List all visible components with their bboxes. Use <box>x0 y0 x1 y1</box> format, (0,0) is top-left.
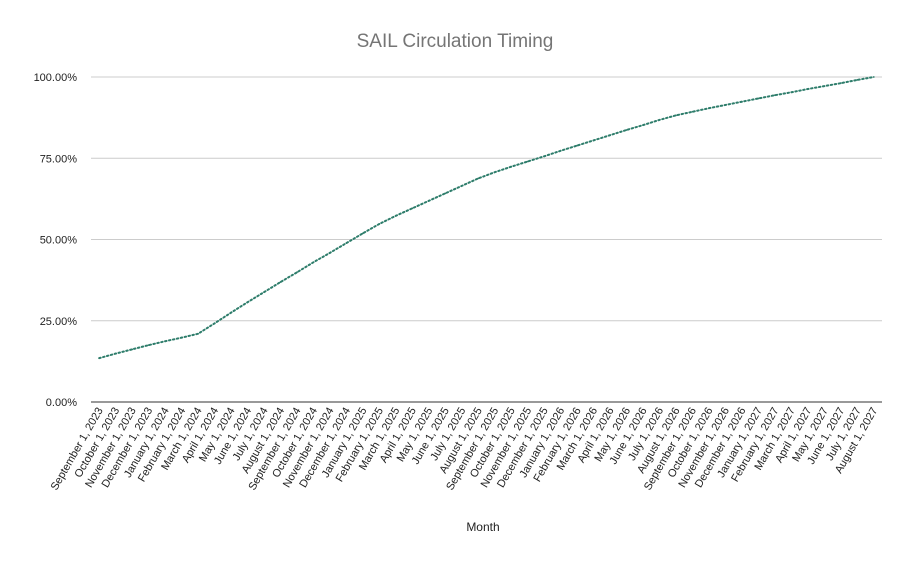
y-tick-label: 25.00% <box>40 316 78 328</box>
y-tick-label: 50.00% <box>40 235 78 247</box>
data-point <box>576 144 579 147</box>
data-point <box>427 199 430 202</box>
data-point <box>526 160 529 163</box>
data-point <box>246 301 249 304</box>
data-point <box>362 232 364 235</box>
data-point <box>279 281 282 283</box>
data-point <box>790 91 793 94</box>
data-point <box>724 104 727 106</box>
data-point <box>741 100 743 103</box>
data-point <box>691 110 694 113</box>
data-point <box>642 124 644 126</box>
data-point <box>312 261 315 264</box>
data-point <box>543 155 546 158</box>
data-point <box>510 165 513 168</box>
data-point <box>773 94 776 97</box>
data-point <box>856 79 859 81</box>
data-point <box>230 311 232 314</box>
data-point <box>460 184 463 187</box>
data-point <box>625 129 628 131</box>
data-point <box>213 322 216 325</box>
data-point <box>131 348 134 351</box>
data-point <box>658 119 661 121</box>
y-tick-label: 75.00% <box>40 153 78 165</box>
data-point <box>296 271 298 274</box>
data-point <box>180 336 183 339</box>
data-point <box>411 207 414 210</box>
y-tick-label: 100.00% <box>34 72 78 84</box>
data-point <box>823 85 826 87</box>
data-point <box>345 242 348 244</box>
series-line <box>98 76 875 360</box>
data-point <box>147 344 150 347</box>
gridlines <box>91 76 882 403</box>
data-point <box>609 134 611 137</box>
data-point <box>329 251 331 254</box>
data-point <box>98 357 101 360</box>
data-point <box>197 332 200 335</box>
data-point <box>872 76 875 78</box>
data-point <box>806 88 809 90</box>
y-axis-tick-labels: 0.00% 25.00% 50.00% 75.00% 100.00% <box>34 72 78 409</box>
chart-title: SAIL Circulation Timing <box>357 31 554 52</box>
data-point <box>263 291 265 294</box>
data-point <box>114 352 117 355</box>
data-point <box>757 97 760 100</box>
data-point <box>559 149 562 152</box>
data-point <box>708 107 710 110</box>
data-point <box>164 340 167 343</box>
data-point <box>378 223 381 225</box>
data-point <box>477 177 480 180</box>
data-point <box>675 114 677 117</box>
data-point <box>493 171 496 174</box>
data-point <box>839 82 842 85</box>
series-layer <box>98 76 875 360</box>
data-point <box>592 139 595 142</box>
data-point <box>394 214 397 217</box>
x-axis-label: Month <box>466 520 499 534</box>
y-tick-label: 0.00% <box>46 397 77 409</box>
data-point <box>444 192 447 195</box>
